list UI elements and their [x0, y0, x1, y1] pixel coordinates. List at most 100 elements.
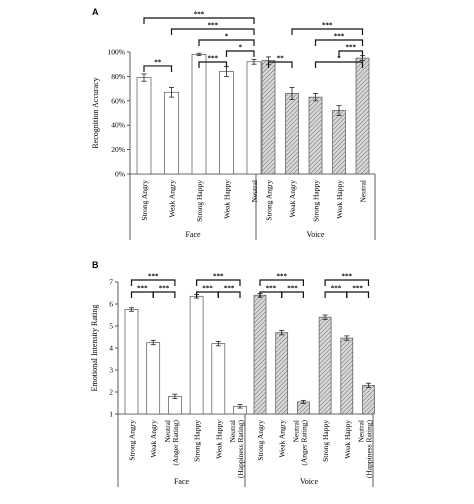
panel-b-chart: B 1 2 3 4 5 6 7 Emotional Intensity Rating Strong… [90, 260, 375, 487]
category-label: Weak Angry [168, 180, 177, 218]
significance-bracket [152, 291, 176, 298]
bar [308, 96, 323, 175]
category-label: Neutral [250, 180, 259, 203]
category-label: Strong Angry [128, 420, 137, 461]
significance-bracket [130, 279, 176, 286]
significance-label: *** [322, 22, 333, 30]
category-label-line: Strong Happy [312, 180, 321, 222]
panel-label: A [92, 7, 99, 17]
y-tick-label: 7 [109, 278, 113, 287]
significance-bracket [143, 65, 173, 72]
y-tick-label: 2 [109, 388, 113, 397]
category-label-line: Neutral [250, 180, 259, 203]
bar [261, 60, 276, 175]
significance-label: * [337, 55, 341, 63]
group-label: Face [185, 230, 201, 239]
category-label: Neutral(Happiness Rating) [357, 420, 374, 479]
y-tick-label: 80% [111, 72, 125, 81]
significance-label: *** [202, 285, 213, 293]
significance-label: *** [137, 285, 148, 293]
bar [211, 343, 226, 415]
category-label: Strong Happy [321, 420, 330, 462]
significance-label: *** [342, 273, 353, 281]
category-label-line: Neutral [291, 420, 300, 443]
significance-label: *** [266, 285, 277, 293]
y-axis-label: Recognition Accuracy [91, 77, 100, 148]
category-label: Weak Happy [335, 180, 344, 219]
category-label: Neutral(Anger Rating) [163, 420, 180, 466]
category-label-line: Neutral [228, 420, 237, 443]
category-label-line: Strong Angry [265, 180, 274, 221]
bar [340, 337, 354, 415]
category-label: Strong Happy [312, 180, 321, 222]
significance-label: *** [352, 285, 363, 293]
bar [189, 295, 204, 415]
y-tick-label: 1 [109, 410, 113, 419]
category-label-line: Strong Angry [128, 420, 137, 461]
y-tick-label: 0% [115, 170, 125, 179]
category-label-line: Weak Happy [214, 420, 223, 459]
significance-label: *** [159, 285, 170, 293]
significance-bracket [314, 39, 364, 46]
category-label: Strong Happy [195, 180, 204, 222]
category-label-line: (Happiness Rating) [236, 420, 245, 479]
significance-label: *** [148, 273, 159, 281]
significance-bracket [324, 279, 370, 286]
category-label-line: Weak Angry [288, 180, 297, 218]
category-label-line: Strong Happy [321, 420, 330, 462]
significance-label: *** [331, 285, 342, 293]
category-label: Strong Happy [193, 420, 202, 462]
bar [168, 396, 182, 415]
category-label-line: Strong Happy [195, 180, 204, 222]
category-label: Neutral(Anger Rating) [291, 420, 308, 466]
significance-bracket [198, 61, 228, 68]
y-axis-label: Emotional Intensity Rating [90, 305, 99, 392]
significance-label: *** [287, 285, 298, 293]
significance-bracket [267, 61, 293, 68]
bar [164, 91, 179, 175]
significance-label: * [225, 33, 229, 41]
category-label: Weak Angry [149, 420, 158, 458]
category-label: Weak Angry [288, 180, 297, 218]
significance-label: *** [208, 55, 219, 63]
significance-bracket [170, 28, 255, 35]
panel-label: B [92, 260, 99, 270]
significance-bracket [346, 291, 370, 298]
significance-label: *** [208, 22, 219, 30]
significance-label: *** [276, 273, 287, 281]
bar [246, 61, 262, 175]
significance-bracket [314, 61, 364, 68]
group-label: Voice [306, 230, 325, 239]
category-label-line: Weak Happy [223, 180, 232, 219]
category-label-line: Weak Happy [335, 180, 344, 219]
y-tick-label: 6 [109, 300, 113, 309]
category-label: Neutral(Happiness Rating) [228, 420, 245, 479]
bar [355, 57, 370, 175]
y-tick-label: 40% [111, 121, 125, 130]
bar [191, 54, 207, 175]
significance-label: ** [277, 55, 285, 63]
significance-bracket [324, 291, 348, 298]
y-tick-label: 5 [109, 322, 113, 331]
significance-bracket [143, 17, 255, 24]
significance-bracket [196, 279, 241, 286]
category-label-line: Neutral [359, 180, 368, 203]
bar [318, 316, 332, 415]
panel-a-chart: A 0% 20% 40% 60% 80% 100% Recognition Accuracy S… [91, 7, 376, 240]
category-label-line: Strong Angry [256, 420, 265, 461]
category-label-line: Strong Happy [193, 420, 202, 462]
category-label: Strong Angry [265, 180, 274, 221]
y-tick-label: 60% [111, 96, 125, 105]
bar [146, 342, 161, 415]
category-label: Neutral [359, 180, 368, 203]
bar [124, 309, 139, 415]
y-tick-label: 100% [108, 48, 126, 57]
category-label-line: Weak Angry [149, 420, 158, 458]
category-label-line: Weak Angry [168, 180, 177, 218]
group-label: Face [174, 477, 190, 486]
category-label: Strong Angry [140, 180, 149, 221]
bar [275, 332, 289, 415]
significance-label: *** [334, 33, 345, 41]
significance-bracket [259, 279, 304, 286]
